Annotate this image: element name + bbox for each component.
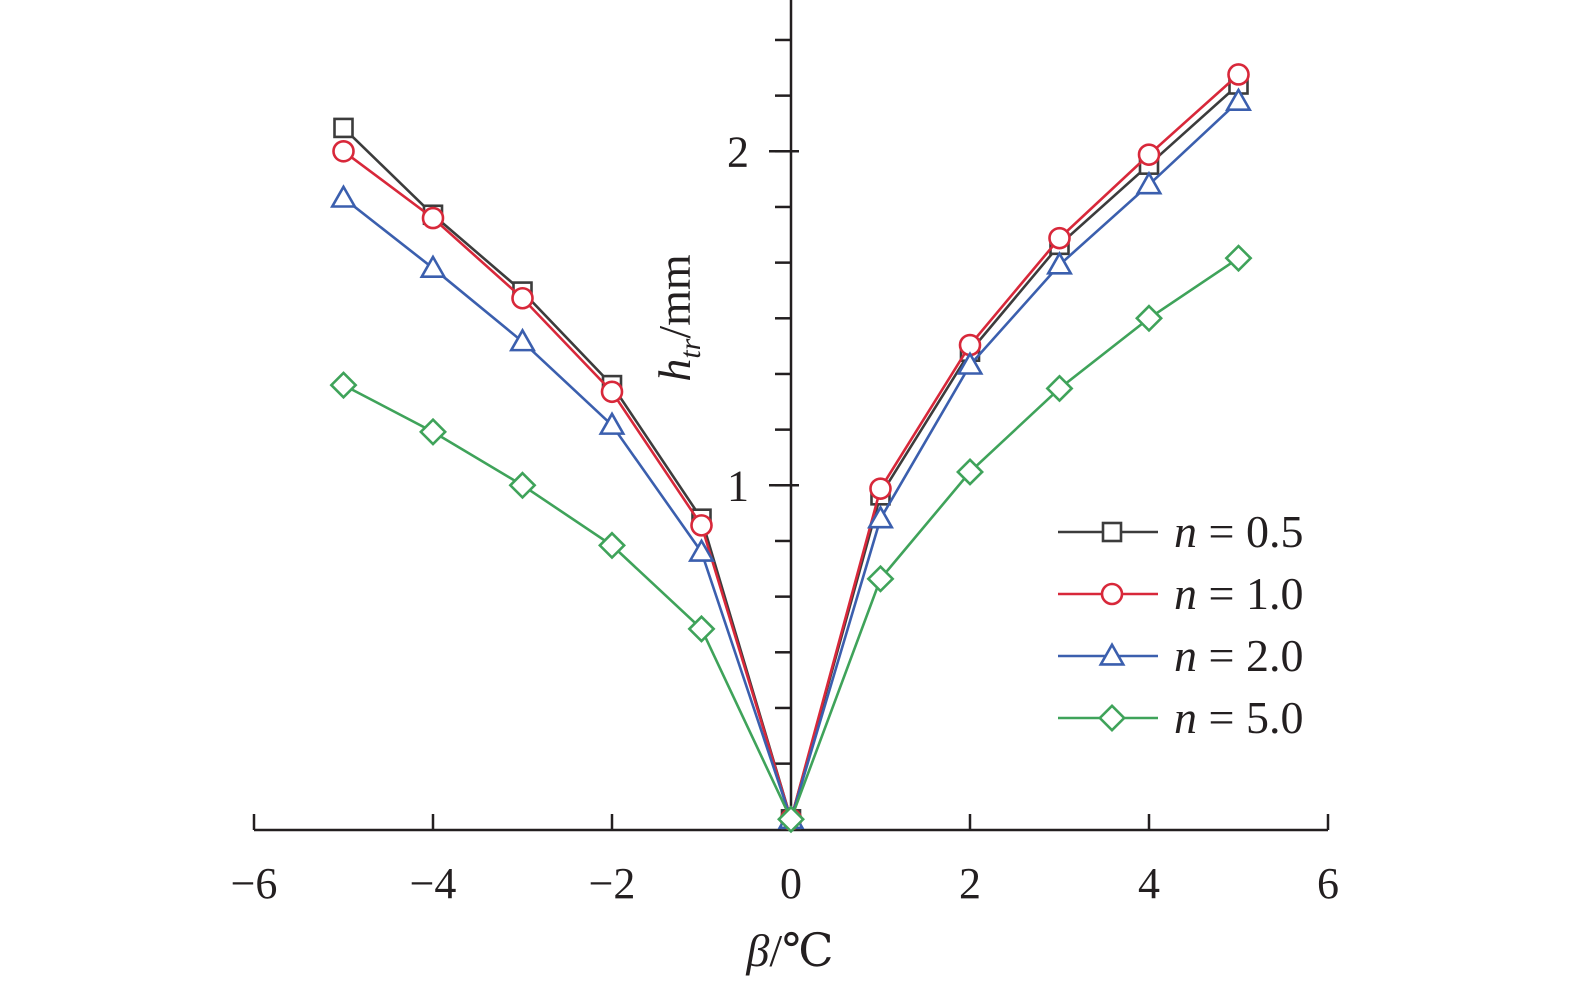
x-tick-label: 0 (780, 859, 802, 908)
data-point (1137, 143, 1161, 166)
data-point (1227, 63, 1250, 86)
legend-marker (1098, 704, 1126, 732)
data-point (509, 327, 536, 352)
legend-item: n = 1.0 (1058, 568, 1303, 619)
legend-marker (1098, 642, 1126, 666)
data-point (956, 351, 984, 375)
data-point (1224, 244, 1253, 273)
legend-var: n (1174, 630, 1197, 681)
series-layer (329, 63, 1253, 834)
data-point (329, 371, 358, 400)
legend-marker (1100, 582, 1124, 606)
data-point (508, 471, 537, 500)
data-point (956, 457, 984, 486)
y-axis-unit: /mm (649, 254, 700, 339)
data-point (600, 380, 624, 404)
data-point (330, 184, 357, 208)
data-point (1135, 170, 1163, 195)
axes: −6 −4 −2 0 2 4 6 1 2 (231, 0, 1339, 908)
legend-value: = 1.0 (1197, 568, 1303, 619)
data-point (333, 117, 354, 139)
legend-label: n = 0.5 (1174, 506, 1303, 557)
legend-var: n (1174, 692, 1197, 743)
legend-label: n = 1.0 (1174, 568, 1303, 619)
y-axis-title: htr/mm (649, 254, 707, 382)
data-point (332, 140, 355, 163)
y-axis-subscript: tr (674, 338, 707, 358)
data-point (511, 286, 534, 310)
data-point (598, 411, 626, 435)
legend-label: n = 2.0 (1174, 630, 1303, 681)
legend-item: n = 0.5 (1058, 506, 1303, 557)
legend-value: = 0.5 (1197, 506, 1303, 557)
legend-value: = 2.0 (1197, 630, 1303, 681)
legend-item: n = 5.0 (1058, 692, 1303, 743)
data-point (777, 805, 805, 834)
data-point (419, 417, 447, 446)
data-point (1225, 87, 1252, 111)
legend-item: n = 2.0 (1058, 630, 1303, 681)
legend: n = 0.5n = 1.0n = 2.0n = 5.0 (1058, 506, 1303, 743)
data-point (867, 504, 894, 529)
x-tick-label: −4 (410, 859, 457, 908)
data-point (1046, 250, 1073, 275)
y-tick-label: 2 (727, 127, 749, 176)
y-axis-symbol: h (649, 359, 700, 382)
x-tick-label: 6 (1317, 859, 1339, 908)
data-point (690, 514, 713, 537)
x-axis-title: β/℃ (745, 925, 833, 976)
legend-marker (1101, 521, 1123, 543)
data-point (869, 477, 892, 500)
data-point (687, 614, 716, 643)
legend-var: n (1174, 568, 1197, 619)
y-tick-label: 1 (727, 461, 749, 510)
legend-value: = 5.0 (1197, 692, 1303, 743)
data-point (866, 564, 895, 593)
x-axis-unit: /℃ (769, 925, 833, 976)
x-tick-label: 4 (1138, 859, 1160, 908)
data-point (1135, 304, 1163, 333)
x-axis-symbol: β (745, 925, 769, 976)
legend-var: n (1174, 506, 1197, 557)
x-tick-label: −2 (589, 859, 636, 908)
x-tick-label: −6 (231, 859, 278, 908)
data-point (1045, 374, 1074, 403)
data-point (598, 531, 626, 560)
data-point (688, 538, 715, 562)
data-point (421, 206, 445, 230)
data-point (1048, 226, 1071, 250)
series-5.0 (329, 244, 1253, 834)
data-point (419, 254, 447, 278)
legend-label: n = 5.0 (1174, 692, 1303, 743)
x-tick-label: 2 (959, 859, 981, 908)
